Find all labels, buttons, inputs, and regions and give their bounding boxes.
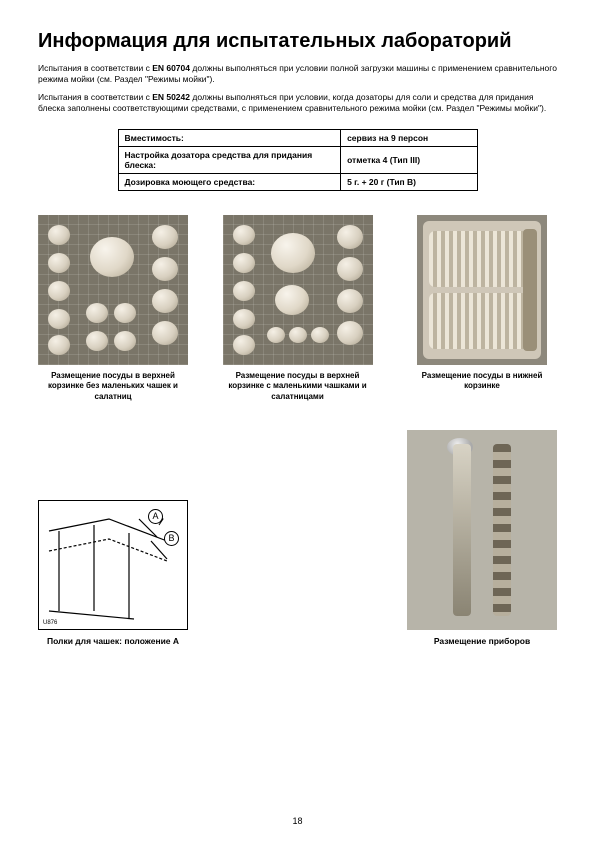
spec-value: отметка 4 (Тип III): [341, 146, 477, 173]
p2-before: Испытания в соответствии с: [38, 92, 152, 102]
p2-bold: EN 50242: [152, 92, 190, 102]
spec-table: Вместимость: сервиз на 9 персон Настройк…: [118, 129, 478, 191]
spec-value: 5 г. + 20 г (Тип B): [341, 173, 477, 190]
cup-icon: [233, 335, 255, 355]
spec-value: сервиз на 9 персон: [341, 129, 477, 146]
shelf-diagram-svg: [39, 501, 189, 631]
diagram-box: A B U876: [38, 500, 188, 630]
cup-icon: [152, 321, 178, 345]
bottom-figures-row: A B U876 Полки для чашек: положение A Ра…: [38, 430, 557, 646]
side-slot: [523, 229, 537, 351]
cup-icon: [311, 327, 329, 343]
cup-icon: [114, 303, 136, 323]
figure-cutlery: Размещение приборов: [407, 430, 557, 646]
table-row: Дозировка моющего средства: 5 г. + 20 г …: [118, 173, 477, 190]
cup-icon: [233, 309, 255, 329]
cup-icon: [48, 309, 70, 329]
cup-icon: [233, 281, 255, 301]
spec-label: Настройка дозатора средства для придания…: [118, 146, 341, 173]
cup-icon: [337, 321, 363, 345]
figure-caption: Размещение приборов: [407, 636, 557, 646]
cup-icon: [86, 303, 108, 323]
page-number: 18: [0, 816, 595, 826]
plate-row: [429, 231, 535, 287]
cup-icon: [337, 225, 363, 249]
cup-icon: [337, 289, 363, 313]
diagram-label-b: B: [164, 531, 179, 546]
figure-caption: Размещение посуды в нижней корзинке: [407, 371, 557, 392]
diagram-code: U876: [43, 620, 57, 626]
cup-icon: [86, 331, 108, 351]
figure-upper-basket-no-cups: Размещение посуды в верхней корзинке без…: [38, 215, 188, 402]
page-title: Информация для испытательных лабораторий: [38, 30, 557, 53]
figure-caption: Размещение посуды в верхней корзинке с м…: [223, 371, 373, 402]
photo-lower-basket: [417, 215, 547, 365]
spec-label: Дозировка моющего средства:: [118, 173, 341, 190]
bowl-icon: [275, 285, 309, 315]
diagram-label-a: A: [148, 509, 163, 524]
intro-paragraph-1: Испытания в соответствии с EN 60704 долж…: [38, 63, 557, 86]
cup-icon: [233, 225, 255, 245]
figure-lower-basket: Размещение посуды в нижней корзинке: [407, 215, 557, 402]
cup-icon: [233, 253, 255, 273]
p1-bold: EN 60704: [152, 63, 190, 73]
cup-icon: [48, 253, 70, 273]
table-row: Настройка дозатора средства для придания…: [118, 146, 477, 173]
bowl-icon: [271, 233, 315, 273]
p1-before: Испытания в соответствии с: [38, 63, 152, 73]
cutlery-col: [493, 444, 511, 616]
cup-icon: [152, 289, 178, 313]
photo-upper-basket-2: [223, 215, 373, 365]
cup-icon: [289, 327, 307, 343]
cup-icon: [114, 331, 136, 351]
cup-icon: [337, 257, 363, 281]
intro-paragraph-2: Испытания в соответствии с EN 50242 долж…: [38, 92, 557, 115]
figure-upper-basket-with-cups: Размещение посуды в верхней корзинке с м…: [223, 215, 373, 402]
spec-label: Вместимость:: [118, 129, 341, 146]
cup-icon: [48, 225, 70, 245]
top-figures-row: Размещение посуды в верхней корзинке без…: [38, 215, 557, 402]
photo-upper-basket-1: [38, 215, 188, 365]
cup-icon: [48, 335, 70, 355]
cup-icon: [152, 225, 178, 249]
bowl-icon: [90, 237, 134, 277]
cutlery-col: [453, 444, 471, 616]
cup-icon: [48, 281, 70, 301]
table-row: Вместимость: сервиз на 9 персон: [118, 129, 477, 146]
plates-rack: [423, 221, 541, 359]
figure-shelf-diagram: A B U876 Полки для чашек: положение A: [38, 500, 188, 646]
cup-icon: [152, 257, 178, 281]
plate-row: [429, 293, 535, 349]
figure-caption: Размещение посуды в верхней корзинке без…: [38, 371, 188, 402]
cup-icon: [267, 327, 285, 343]
figure-caption: Полки для чашек: положение A: [38, 636, 188, 646]
photo-cutlery: [407, 430, 557, 630]
